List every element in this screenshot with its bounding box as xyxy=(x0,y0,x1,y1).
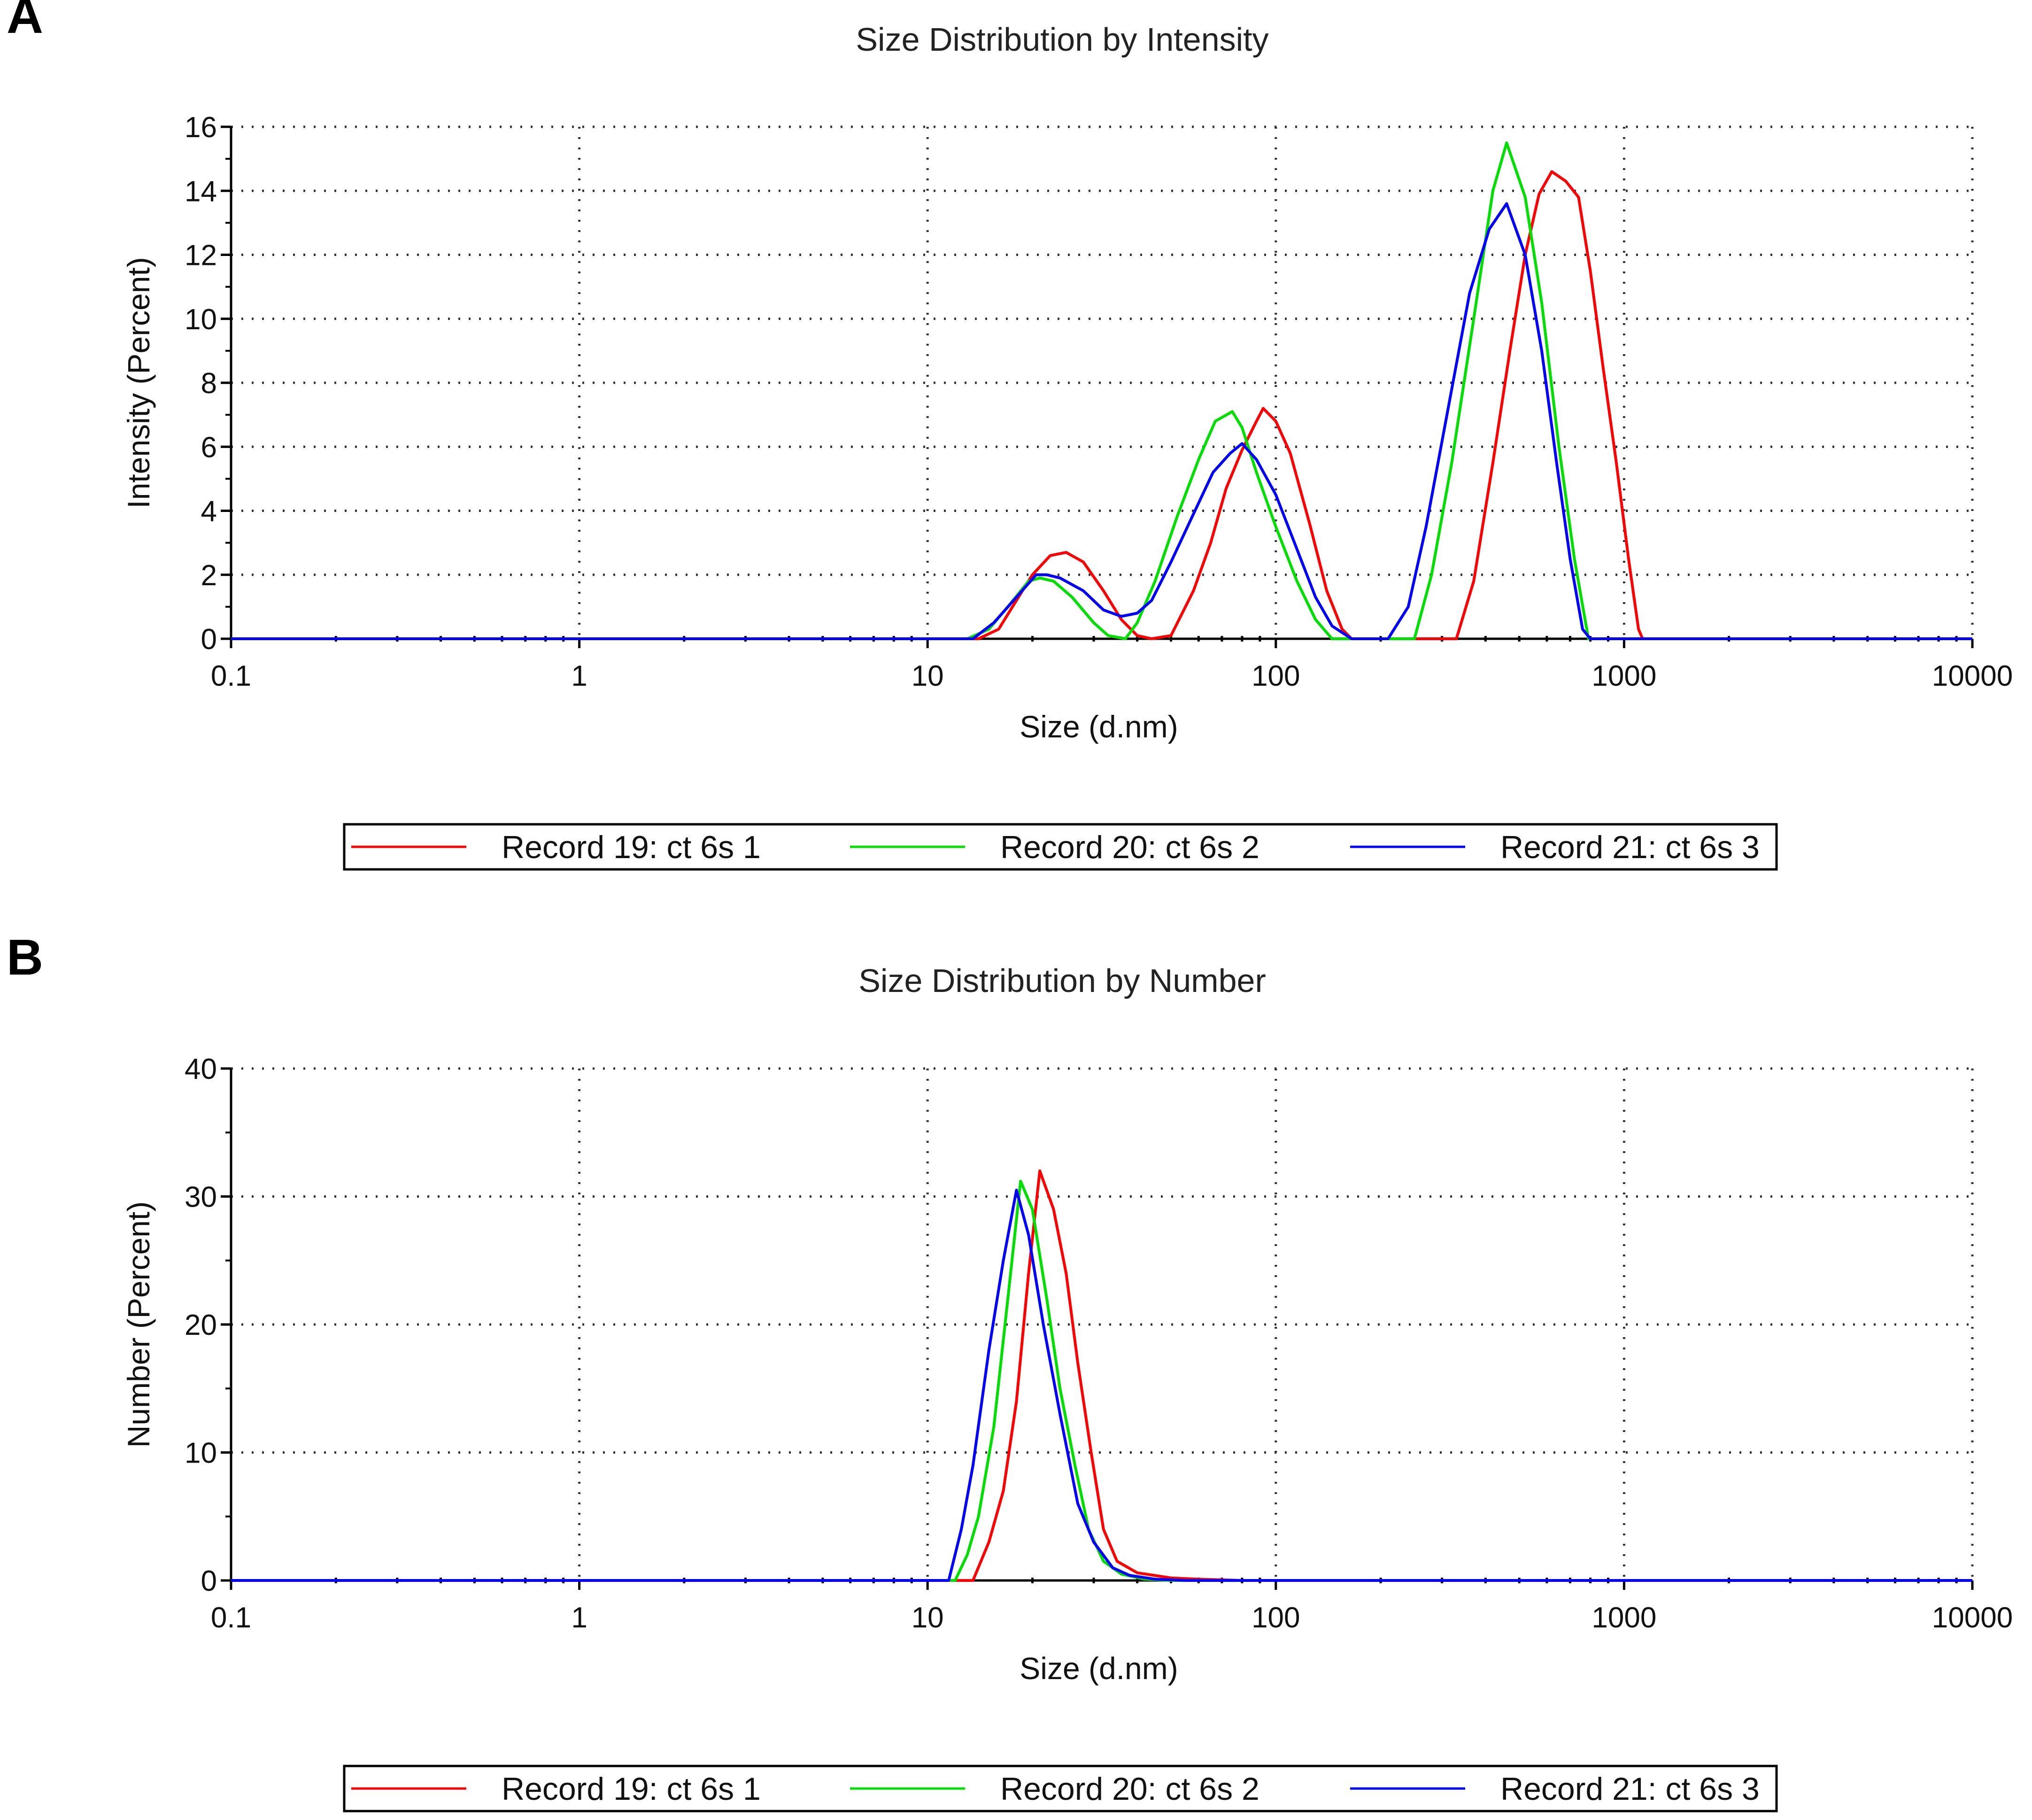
legend-label-3: Record 21: ct 6s 3 xyxy=(1500,1771,1760,1807)
legend: Record 19: ct 6s 1 Record 20: ct 6s 2 Reco… xyxy=(343,1765,1778,1812)
y-tick-label: 16 xyxy=(185,111,217,144)
x-tick-label: 1000 xyxy=(1592,1602,1656,1634)
y-axis-label: Intensity (Percent) xyxy=(121,257,156,509)
y-tick-label: 20 xyxy=(185,1309,217,1341)
x-tick-label: 10000 xyxy=(1932,660,2013,692)
x-tick-label: 100 xyxy=(1252,1602,1300,1634)
x-tick-label: 100 xyxy=(1252,660,1300,692)
grid xyxy=(231,125,1974,639)
chart-panel-b: B Size Distribution by Number 0 10 20 30 40 0.1… xyxy=(7,929,2013,1812)
y-tick-label: 12 xyxy=(185,240,217,272)
y-tick-label: 0 xyxy=(201,623,217,656)
y-tick-label: 14 xyxy=(185,175,217,208)
y-tick-label: 6 xyxy=(201,431,217,464)
y-tick-label: 4 xyxy=(201,496,217,528)
x-tick-label: 10 xyxy=(912,1602,944,1634)
x-tick-label: 1 xyxy=(571,660,587,692)
legend-label-1: Record 19: ct 6s 1 xyxy=(502,829,761,865)
y-tick-label: 0 xyxy=(201,1565,217,1597)
series-line-2 xyxy=(231,141,1972,640)
chart-panel-a: A Size Distribution by Intensity 0 2 4 6 8 10 12… xyxy=(7,0,2013,871)
x-tick-label: 0.1 xyxy=(211,1602,251,1634)
x-tick-label: 10 xyxy=(912,660,944,692)
x-tick-label: 1 xyxy=(571,1602,587,1634)
x-tick-label: 10000 xyxy=(1932,1602,2013,1634)
x-tick-label: 0.1 xyxy=(211,660,251,692)
series-line-3 xyxy=(231,202,1972,640)
series-line-3 xyxy=(231,1188,1972,1582)
panel-label: B xyxy=(7,929,43,985)
x-axis-label: Size (d.nm) xyxy=(1020,1651,1178,1686)
series-line-1 xyxy=(231,170,1972,640)
x-tick-label: 1000 xyxy=(1592,660,1656,692)
grid xyxy=(231,1067,1974,1580)
chart-title: Size Distribution by Intensity xyxy=(856,21,1268,58)
y-tick-label: 10 xyxy=(185,1437,217,1470)
panel-label: A xyxy=(7,0,43,44)
legend-box xyxy=(343,1765,1778,1812)
y-tick-label: 2 xyxy=(201,559,217,592)
series-line-1 xyxy=(231,1169,1972,1582)
legend-box xyxy=(343,823,1778,871)
y-axis-label: Number (Percent) xyxy=(121,1201,156,1448)
x-axis-label: Size (d.nm) xyxy=(1020,709,1178,744)
y-tick-label: 8 xyxy=(201,367,217,400)
legend-label-3: Record 21: ct 6s 3 xyxy=(1500,829,1760,865)
y-tick-label: 30 xyxy=(185,1181,217,1214)
chart-title: Size Distribution by Number xyxy=(858,962,1266,999)
legend-label-2: Record 20: ct 6s 2 xyxy=(1000,1771,1259,1807)
legend-label-2: Record 20: ct 6s 2 xyxy=(1000,829,1259,865)
y-tick-label: 10 xyxy=(185,303,217,336)
legend: Record 19: ct 6s 1 Record 20: ct 6s 2 Reco… xyxy=(343,823,1778,871)
y-tick-label: 40 xyxy=(185,1053,217,1085)
legend-label-1: Record 19: ct 6s 1 xyxy=(502,1771,761,1807)
